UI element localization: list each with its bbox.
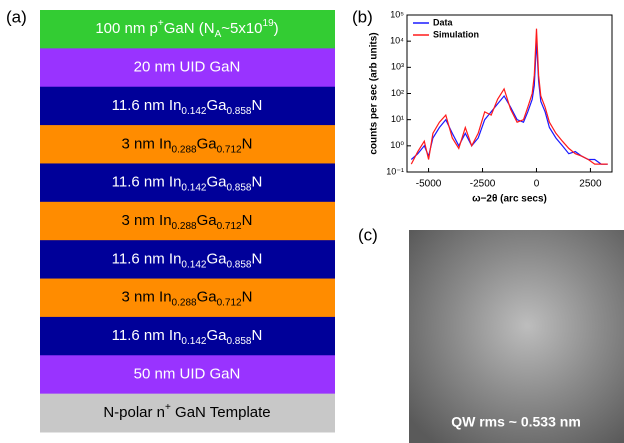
panel-label: (c) — [358, 225, 378, 244]
x-axis-label: ω−2θ (arc secs) — [472, 194, 547, 205]
layer-text: 0.858 — [226, 106, 251, 117]
x-tick-label: 0 — [534, 179, 540, 190]
layer-text: Ga — [206, 250, 227, 267]
layer-text: 0.288 — [172, 298, 197, 309]
afm-caption: QW rms ~ 0.533 nm — [451, 414, 581, 430]
y-tick-label: 10² — [391, 88, 404, 98]
layer-text: Ga — [206, 97, 227, 114]
layer-text: 11.6 nm In — [112, 327, 182, 344]
panel-label: (a) — [6, 7, 27, 26]
layer-text: 0.712 — [217, 144, 242, 155]
layer-text: 0.142 — [181, 260, 206, 271]
layer-text: 0.288 — [172, 221, 197, 232]
y-tick-label: 10⁵ — [390, 9, 404, 19]
layer-text: 0.858 — [226, 260, 251, 271]
layer-text: Ga — [197, 289, 218, 306]
layer-text: 0.142 — [181, 183, 206, 194]
y-tick-label: 10⁴ — [390, 36, 404, 46]
layer-text: 11.6 nm In — [112, 250, 182, 267]
layer-text: 20 nm UID GaN — [134, 59, 241, 76]
layer-text: Ga — [197, 135, 218, 152]
layer-text: GaN (N — [164, 20, 215, 37]
y-tick-label: 10¹ — [391, 114, 404, 124]
layer-text: Ga — [206, 327, 227, 344]
layer-text: N — [252, 174, 263, 191]
y-tick-label: 10⁰ — [390, 140, 404, 150]
layer-text: N-polar n — [103, 404, 165, 421]
layer-text: 100 nm p — [95, 20, 158, 37]
layer-label: 100 nm p+GaN (NA~5x1019) — [95, 18, 278, 40]
layer-text: 50 nm UID GaN — [134, 365, 241, 382]
layer-text: Ga — [206, 174, 227, 191]
layer-text: 0.288 — [172, 144, 197, 155]
x-tick-label: -5000 — [416, 179, 442, 190]
panel-label: (b) — [352, 7, 373, 26]
layer-text: N — [252, 250, 263, 267]
layer-text: ~5x10 — [221, 20, 262, 37]
layer-text: 3 nm In — [122, 212, 172, 229]
layer-text: N — [242, 212, 253, 229]
layer-text: GaN Template — [171, 404, 271, 421]
layer-text: N — [242, 289, 253, 306]
layer-text: 3 nm In — [122, 289, 172, 306]
layer-text: 0.858 — [226, 336, 251, 347]
layer-text: 19 — [263, 18, 275, 29]
layer-text: N — [252, 327, 263, 344]
layer-text: N — [252, 97, 263, 114]
layer-label: 20 nm UID GaN — [134, 59, 241, 76]
layer-text: 11.6 nm In — [112, 97, 182, 114]
legend-label: Data — [433, 17, 454, 27]
layer-text: Ga — [197, 212, 218, 229]
layer-text: N — [242, 135, 253, 152]
layer-text: ) — [274, 20, 279, 37]
legend-label: Simulation — [433, 29, 479, 39]
layer-text: 0.712 — [217, 221, 242, 232]
layer-text: 0.142 — [181, 106, 206, 117]
y-tick-label: 10³ — [391, 62, 404, 72]
layer-text: 3 nm In — [122, 135, 172, 152]
figure: (a) (b) (c) QW rms ~ 0.533 nm 100 nm p+G… — [0, 0, 624, 443]
afm-image — [409, 230, 624, 443]
y-tick-label: 10⁻¹ — [386, 166, 404, 176]
x-tick-label: -2500 — [470, 179, 496, 190]
layer-text: 0.712 — [217, 298, 242, 309]
layer-label: 50 nm UID GaN — [134, 365, 241, 382]
layer-text: 11.6 nm In — [112, 174, 182, 191]
y-axis-label: counts per sec (arb units) — [369, 32, 380, 154]
layer-text: 0.858 — [226, 183, 251, 194]
x-tick-label: 2500 — [579, 179, 602, 190]
layer-text: 0.142 — [181, 336, 206, 347]
layer-label: N-polar n+ GaN Template — [103, 402, 270, 421]
